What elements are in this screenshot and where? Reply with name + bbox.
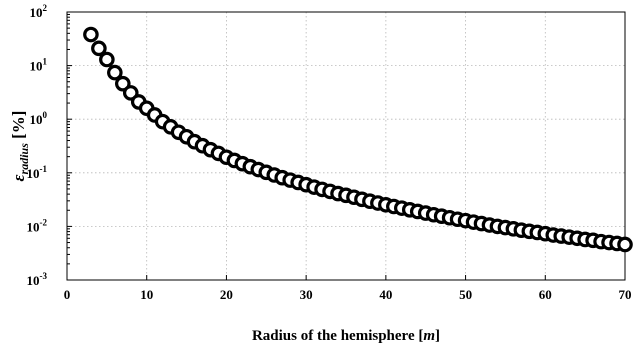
y-tick-label: 10-2 — [27, 217, 48, 234]
x-tick-label: 40 — [379, 287, 392, 302]
data-points — [83, 26, 633, 253]
data-point — [617, 236, 633, 253]
y-tick-label: 102 — [30, 3, 48, 20]
data-point — [91, 40, 107, 57]
data-point — [107, 64, 123, 81]
y-axis-label: εradius [%] — [9, 111, 31, 182]
y-tick-labels: 10-3 10-2 10-1 100 101 102 — [27, 3, 48, 288]
x-tick-label: 50 — [459, 287, 472, 302]
x-tick-label: 20 — [220, 287, 233, 302]
plot-area-frame — [66, 11, 626, 281]
x-tick-label: 30 — [300, 287, 313, 302]
y-tick-label: 10-1 — [27, 164, 48, 181]
y-tick-label: 100 — [30, 110, 48, 127]
x-tick-labels: 0 10 20 30 40 50 60 70 — [64, 287, 632, 302]
axis-ticks — [66, 11, 626, 281]
x-tick-label: 10 — [140, 287, 153, 302]
data-point — [99, 51, 115, 68]
data-point — [83, 26, 99, 43]
y-tick-label: 10-3 — [27, 271, 48, 288]
x-tick-label: 60 — [539, 287, 552, 302]
x-axis-label: Radius of the hemisphere [m] — [252, 328, 440, 344]
x-tick-label: 0 — [64, 287, 71, 302]
y-tick-label: 101 — [30, 57, 48, 74]
x-tick-label: 70 — [619, 287, 632, 302]
